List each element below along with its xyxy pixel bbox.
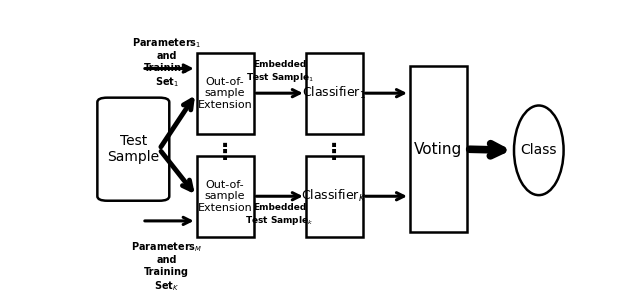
Text: Voting: Voting [414, 142, 463, 157]
Text: Class: Class [520, 143, 557, 157]
Text: Out-of-
sample
Extension: Out-of- sample Extension [198, 77, 252, 110]
Bar [306, 53, 363, 134]
Text: Classifier$_1$: Classifier$_1$ [302, 85, 366, 101]
Text: Embedded
Test Sample$_1$: Embedded Test Sample$_1$ [246, 61, 314, 84]
FancyBboxPatch shape [97, 98, 169, 201]
Text: Parameters$_M$
and
Training
Set$_K$: Parameters$_M$ and Training Set$_K$ [131, 240, 202, 291]
Bar [196, 53, 253, 134]
Text: Out-of-
sample
Extension: Out-of- sample Extension [198, 180, 252, 213]
Text: Test
Sample: Test Sample [108, 134, 159, 164]
Bar [196, 156, 253, 237]
Bar [306, 156, 363, 237]
Text: ⋮: ⋮ [214, 143, 236, 163]
Ellipse shape [514, 106, 564, 195]
Text: ⋮: ⋮ [323, 143, 346, 163]
Text: Embedded
Test Sample$_k$: Embedded Test Sample$_k$ [245, 203, 314, 227]
Text: Parameters$_1$
and
Training
Set$_1$: Parameters$_1$ and Training Set$_1$ [132, 36, 202, 89]
Bar [410, 66, 467, 232]
Text: Classifier$_K$: Classifier$_K$ [301, 188, 367, 204]
